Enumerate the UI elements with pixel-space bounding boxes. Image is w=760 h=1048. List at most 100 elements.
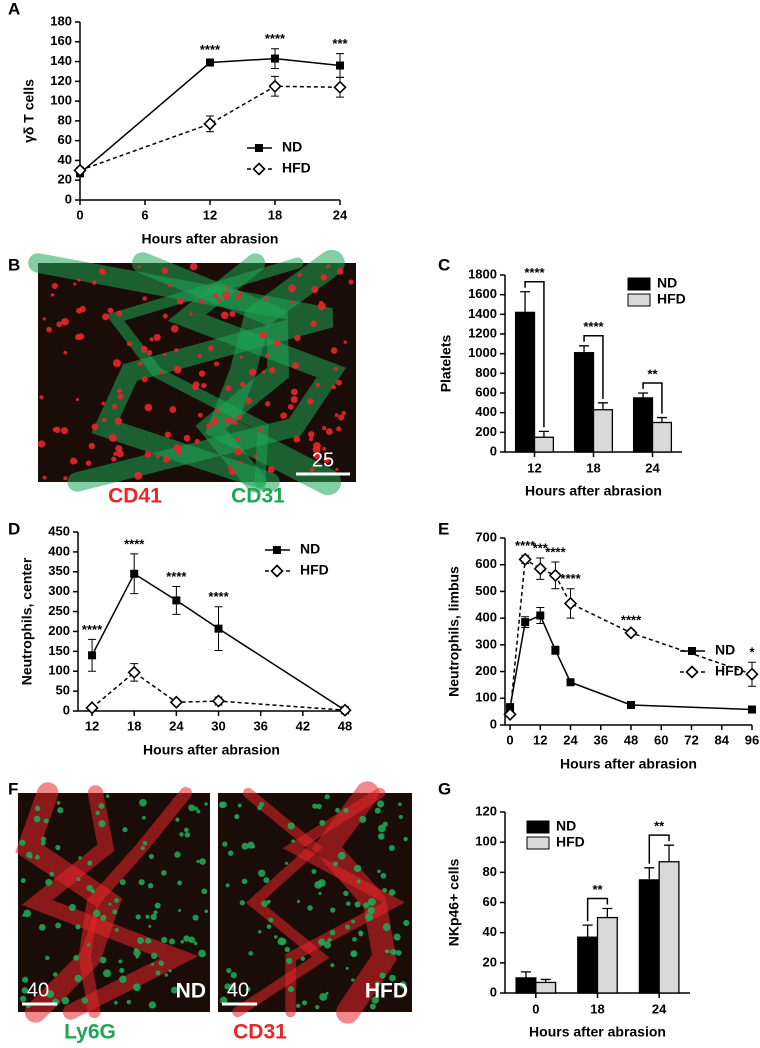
cell bbox=[99, 956, 107, 964]
cell bbox=[374, 807, 381, 814]
cell bbox=[267, 465, 275, 473]
y-tick-label: 700 bbox=[475, 529, 497, 544]
cell bbox=[102, 417, 107, 423]
bar bbox=[514, 311, 536, 453]
cell bbox=[141, 815, 146, 820]
cell bbox=[149, 337, 154, 342]
cell bbox=[179, 832, 184, 837]
legend-swatch bbox=[526, 820, 550, 834]
cell bbox=[20, 878, 26, 884]
cell bbox=[78, 856, 82, 860]
x-tick-label: 0 bbox=[506, 732, 513, 747]
cell bbox=[133, 983, 141, 992]
cell bbox=[117, 393, 124, 400]
y-tick-label: 200 bbox=[475, 663, 497, 678]
cell bbox=[193, 941, 198, 946]
cell bbox=[154, 902, 161, 909]
cell bbox=[337, 851, 346, 860]
significance: **** bbox=[166, 569, 187, 584]
image-label: ND bbox=[176, 980, 206, 1003]
micrograph bbox=[15, 782, 210, 1023]
y-tick-label: 100 bbox=[475, 834, 497, 849]
marker bbox=[268, 79, 282, 93]
y-tick-label: 20 bbox=[58, 172, 72, 187]
cell bbox=[169, 938, 175, 945]
error-bar bbox=[597, 402, 608, 410]
x-axis-label: Hours after abrasion bbox=[529, 1024, 666, 1040]
marker bbox=[169, 695, 183, 709]
cell bbox=[163, 353, 167, 357]
cell bbox=[135, 914, 141, 920]
cell bbox=[266, 899, 271, 904]
y-tick-label: 40 bbox=[58, 152, 72, 167]
cell bbox=[144, 450, 152, 458]
cell bbox=[139, 798, 147, 807]
marker bbox=[338, 703, 352, 717]
cell bbox=[333, 861, 339, 867]
error-bar bbox=[664, 844, 675, 862]
error-bar bbox=[602, 907, 613, 918]
cell bbox=[348, 279, 354, 285]
cell bbox=[184, 827, 189, 833]
cell bbox=[198, 370, 206, 377]
panel-letter: D bbox=[8, 519, 20, 538]
cell bbox=[193, 806, 198, 811]
cell bbox=[43, 818, 49, 824]
cell bbox=[286, 957, 293, 965]
cell bbox=[277, 937, 286, 946]
cell bbox=[330, 907, 336, 913]
cell bbox=[162, 313, 168, 319]
cell bbox=[55, 844, 61, 851]
cell bbox=[118, 959, 123, 964]
y-tick-label: 1600 bbox=[468, 286, 497, 301]
cell bbox=[261, 900, 268, 907]
x-tick-label: 96 bbox=[745, 732, 759, 747]
cell bbox=[126, 999, 132, 1005]
cell bbox=[213, 293, 218, 299]
cell bbox=[307, 431, 315, 438]
cell bbox=[269, 367, 276, 374]
cell bbox=[177, 909, 182, 913]
panel-letter: B bbox=[8, 255, 20, 274]
marker bbox=[271, 54, 279, 63]
cell bbox=[164, 431, 172, 438]
error-bar bbox=[520, 971, 531, 978]
cell bbox=[114, 897, 120, 903]
significance: **** bbox=[524, 265, 545, 280]
cell bbox=[167, 283, 173, 288]
y-tick-label: 400 bbox=[475, 610, 497, 625]
cell bbox=[112, 359, 121, 368]
cell bbox=[334, 413, 339, 418]
cell bbox=[174, 851, 181, 858]
bar bbox=[535, 981, 557, 994]
x-tick-label: 42 bbox=[296, 718, 310, 733]
cell bbox=[77, 278, 81, 282]
cell bbox=[73, 282, 77, 286]
significance: **** bbox=[124, 536, 145, 551]
y-tick-label: 0 bbox=[63, 702, 70, 717]
cell bbox=[318, 891, 322, 896]
cell bbox=[280, 412, 287, 419]
x-tick-label: 18 bbox=[586, 460, 600, 475]
cell bbox=[189, 312, 193, 316]
marker bbox=[518, 552, 532, 567]
cell bbox=[236, 414, 243, 421]
cell bbox=[312, 803, 318, 809]
x-tick-label: 12 bbox=[85, 718, 99, 733]
x-tick-label: 0 bbox=[532, 1001, 539, 1016]
y-tick-label: 250 bbox=[48, 603, 70, 618]
y-tick-label: 100 bbox=[475, 690, 497, 705]
cell bbox=[140, 345, 148, 353]
cell bbox=[92, 909, 101, 918]
cell bbox=[86, 943, 91, 947]
y-tick-label: 1800 bbox=[468, 266, 497, 281]
cell bbox=[227, 850, 234, 856]
cell bbox=[234, 814, 240, 820]
cell bbox=[23, 909, 32, 918]
x-tick-label: 48 bbox=[624, 732, 638, 747]
cell bbox=[323, 941, 331, 949]
significance: **** bbox=[515, 538, 536, 553]
cell bbox=[399, 981, 407, 989]
cell bbox=[356, 879, 361, 884]
cell bbox=[40, 840, 46, 846]
